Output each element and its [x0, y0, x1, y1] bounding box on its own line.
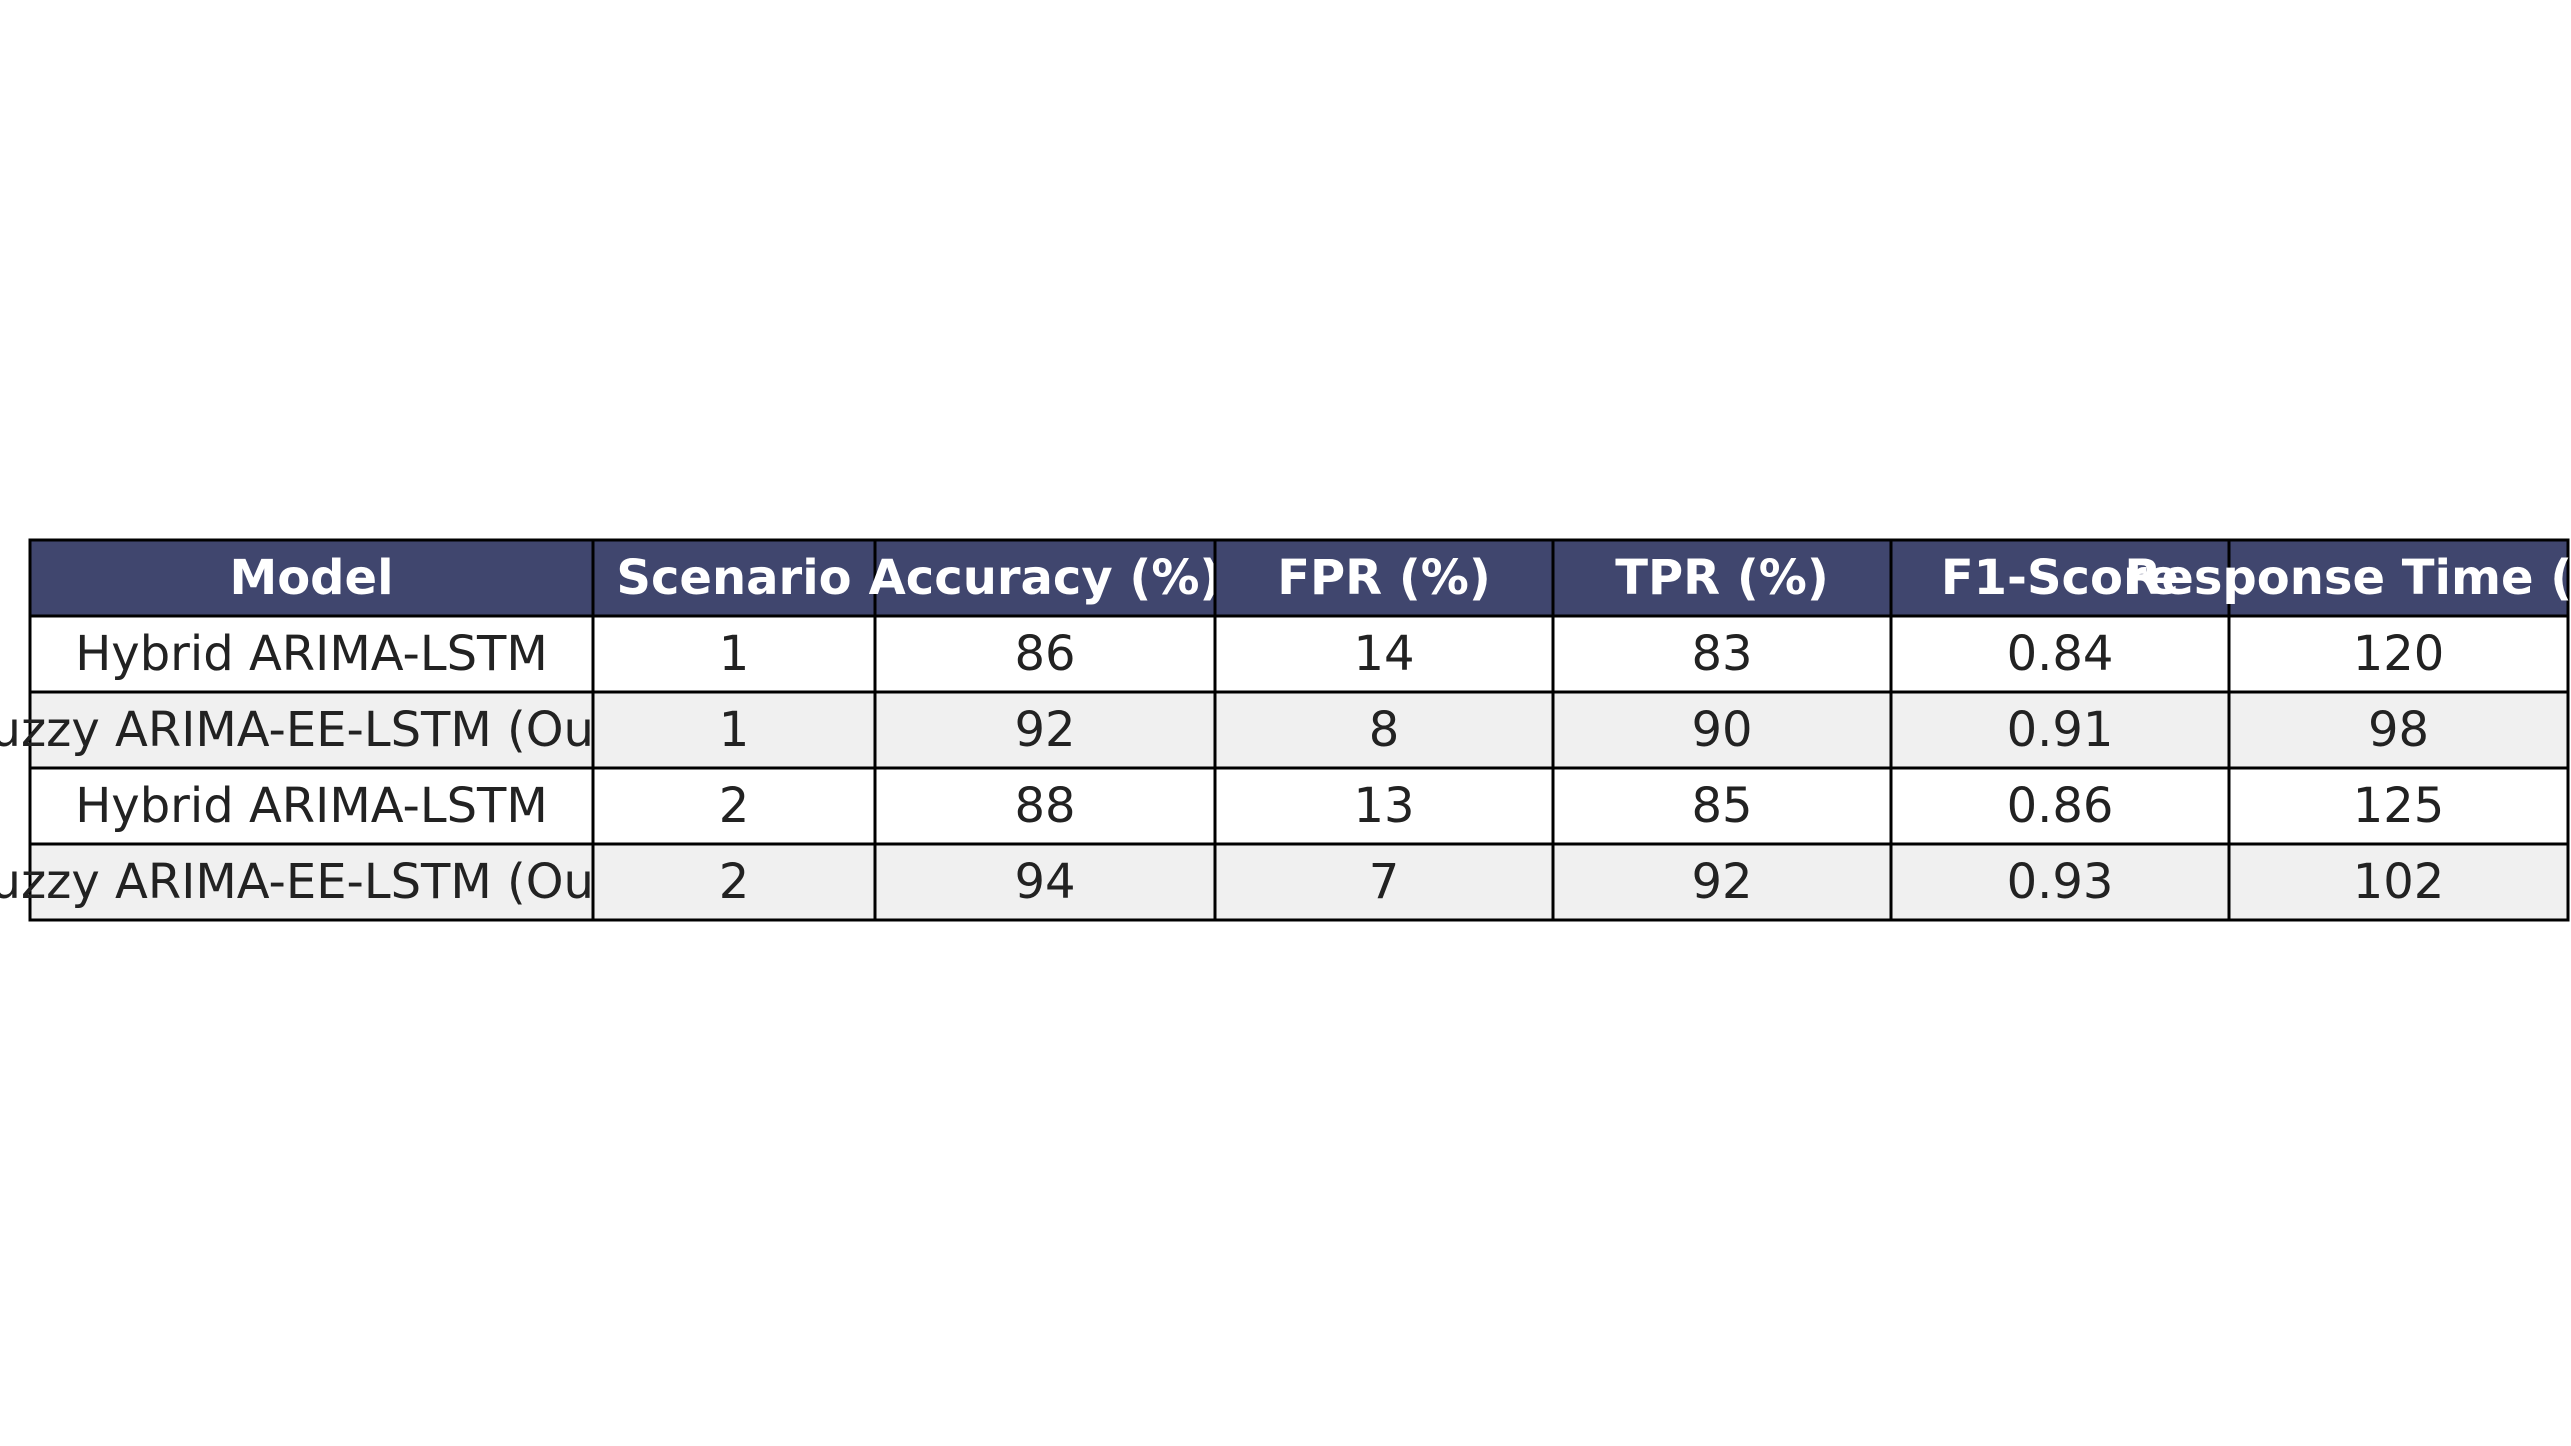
table-cell	[2227, 766, 2570, 846]
header-text: Response Time (ms)	[2124, 550, 2571, 606]
cell-text: Hybrid ARIMA-LSTM	[75, 778, 548, 834]
cell-text: 98	[2368, 702, 2429, 758]
header-text: TPR (%)	[1615, 550, 1829, 606]
cell-text: Fuzzy ARIMA-EE-LSTM (Ours)	[0, 702, 657, 758]
cell-text: 14	[1353, 626, 1414, 682]
cell-text: 83	[1691, 626, 1752, 682]
table-cell	[2227, 614, 2570, 694]
header-text: Scenario	[616, 550, 851, 606]
header-text: FPR (%)	[1277, 550, 1491, 606]
table-cell	[28, 614, 595, 694]
cell-text: 92	[1014, 702, 1075, 758]
cell-text: Hybrid ARIMA-LSTM	[75, 626, 548, 682]
cell-text: 120	[2353, 626, 2445, 682]
cell-text: 0.93	[2007, 854, 2114, 910]
header-cell	[28, 538, 595, 618]
cell-text: 90	[1691, 702, 1752, 758]
cell-text: 1	[719, 626, 750, 682]
cell-text: 88	[1014, 778, 1075, 834]
table-cell	[28, 690, 595, 770]
cell-text: 0.84	[2007, 626, 2114, 682]
table-cell	[1551, 766, 1893, 846]
cell-text: 13	[1353, 778, 1414, 834]
table-cell	[873, 766, 1217, 846]
header-cell	[1889, 538, 2231, 618]
cell-text: 2	[719, 778, 750, 834]
header-text: Accuracy (%)	[869, 550, 1222, 606]
table-cell	[873, 614, 1217, 694]
cell-text: Fuzzy ARIMA-EE-LSTM (Ours)	[0, 854, 657, 910]
header-cell	[591, 538, 877, 618]
table-cell	[2227, 690, 2570, 770]
table-cell	[1551, 690, 1893, 770]
table-cell	[591, 842, 877, 922]
cell-text: 94	[1014, 854, 1075, 910]
table-cell	[1213, 766, 1555, 846]
cell-text: 0.91	[2007, 702, 2114, 758]
cell-text: 85	[1691, 778, 1752, 834]
cell-text: 92	[1691, 854, 1752, 910]
cell-text: 86	[1014, 626, 1075, 682]
table-cell	[1551, 842, 1893, 922]
table-cell	[591, 614, 877, 694]
cell-text: 7	[1369, 854, 1400, 910]
table-cell	[1213, 690, 1555, 770]
header-text: F1-Score	[1941, 550, 2179, 606]
table-cell	[1551, 614, 1893, 694]
table-cell	[873, 842, 1217, 922]
table-cell	[2227, 842, 2570, 922]
cell-text: 8	[1369, 702, 1400, 758]
table-cell	[1889, 614, 2231, 694]
cell-text: 102	[2353, 854, 2445, 910]
table-cell	[591, 766, 877, 846]
table-cell	[28, 842, 595, 922]
header-text: Model	[229, 550, 393, 606]
cell-text: 0.86	[2007, 778, 2114, 834]
table-cell	[591, 690, 877, 770]
cell-text: 125	[2353, 778, 2445, 834]
cell-text: 2	[719, 854, 750, 910]
table-cell	[873, 690, 1217, 770]
cell-text: 1	[719, 702, 750, 758]
header-cell	[2227, 538, 2570, 618]
table-cell	[28, 766, 595, 846]
